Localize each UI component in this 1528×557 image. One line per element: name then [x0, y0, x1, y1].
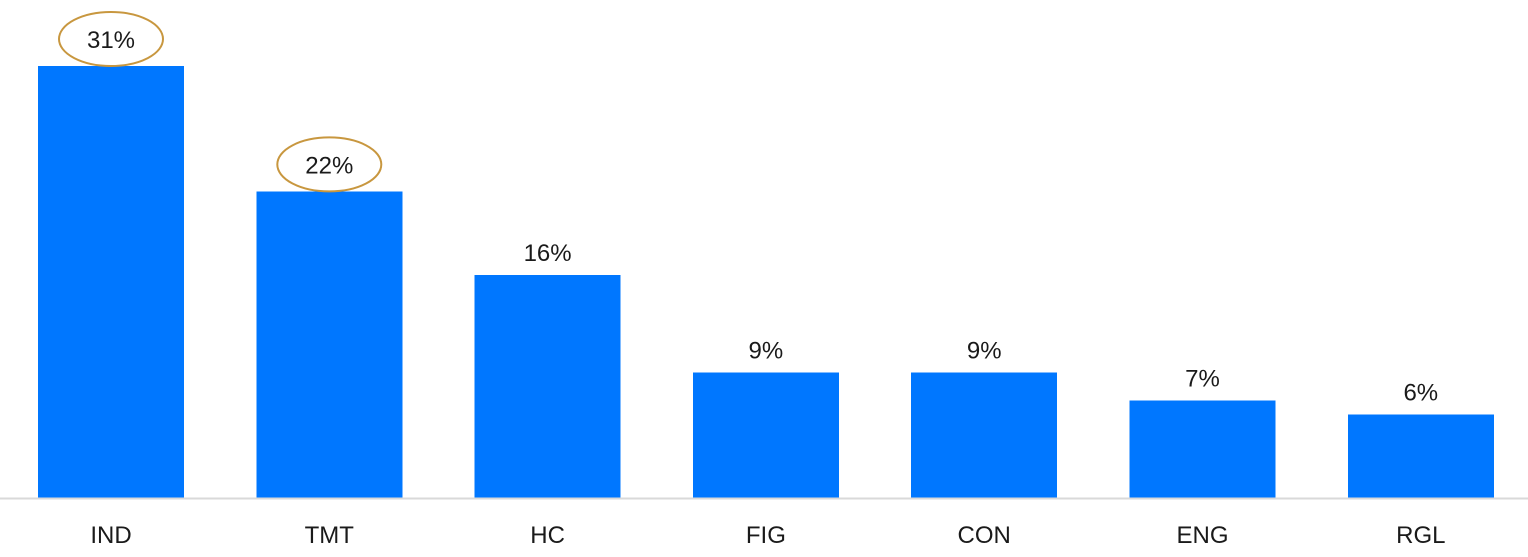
bar-fig — [692, 372, 839, 498]
value-label-eng: 7% — [1185, 365, 1220, 392]
highlight-ring-tmt — [276, 136, 383, 193]
bar-con — [911, 372, 1058, 498]
category-label-hc: HC — [530, 522, 565, 549]
value-label-tmt: 22% — [305, 152, 353, 179]
bar-rgl — [1347, 414, 1494, 498]
bar-tmt — [256, 191, 403, 498]
value-labels-group: 31% 22% 16% 9% 9% 7% 6% — [58, 11, 1438, 406]
bar-hc — [474, 275, 621, 498]
category-label-eng: ENG — [1176, 522, 1228, 549]
category-label-rgl: RGL — [1396, 522, 1445, 549]
category-label-tmt: TMT — [305, 522, 355, 549]
category-labels-group: IND TMT HC FIG CON ENG RGL — [90, 522, 1445, 549]
bar-eng — [1129, 400, 1276, 498]
bar-ind — [38, 66, 184, 498]
highlight-ring-ind — [58, 11, 164, 67]
category-label-ind: IND — [90, 522, 131, 549]
bars-group — [38, 66, 1494, 498]
category-label-con: CON — [958, 522, 1011, 549]
value-label-con: 9% — [967, 338, 1002, 365]
category-label-fig: FIG — [746, 522, 786, 549]
value-label-fig: 9% — [749, 338, 784, 365]
value-label-ind: 31% — [87, 27, 135, 54]
value-label-hc: 16% — [524, 240, 572, 267]
value-label-rgl: 6% — [1403, 379, 1438, 406]
